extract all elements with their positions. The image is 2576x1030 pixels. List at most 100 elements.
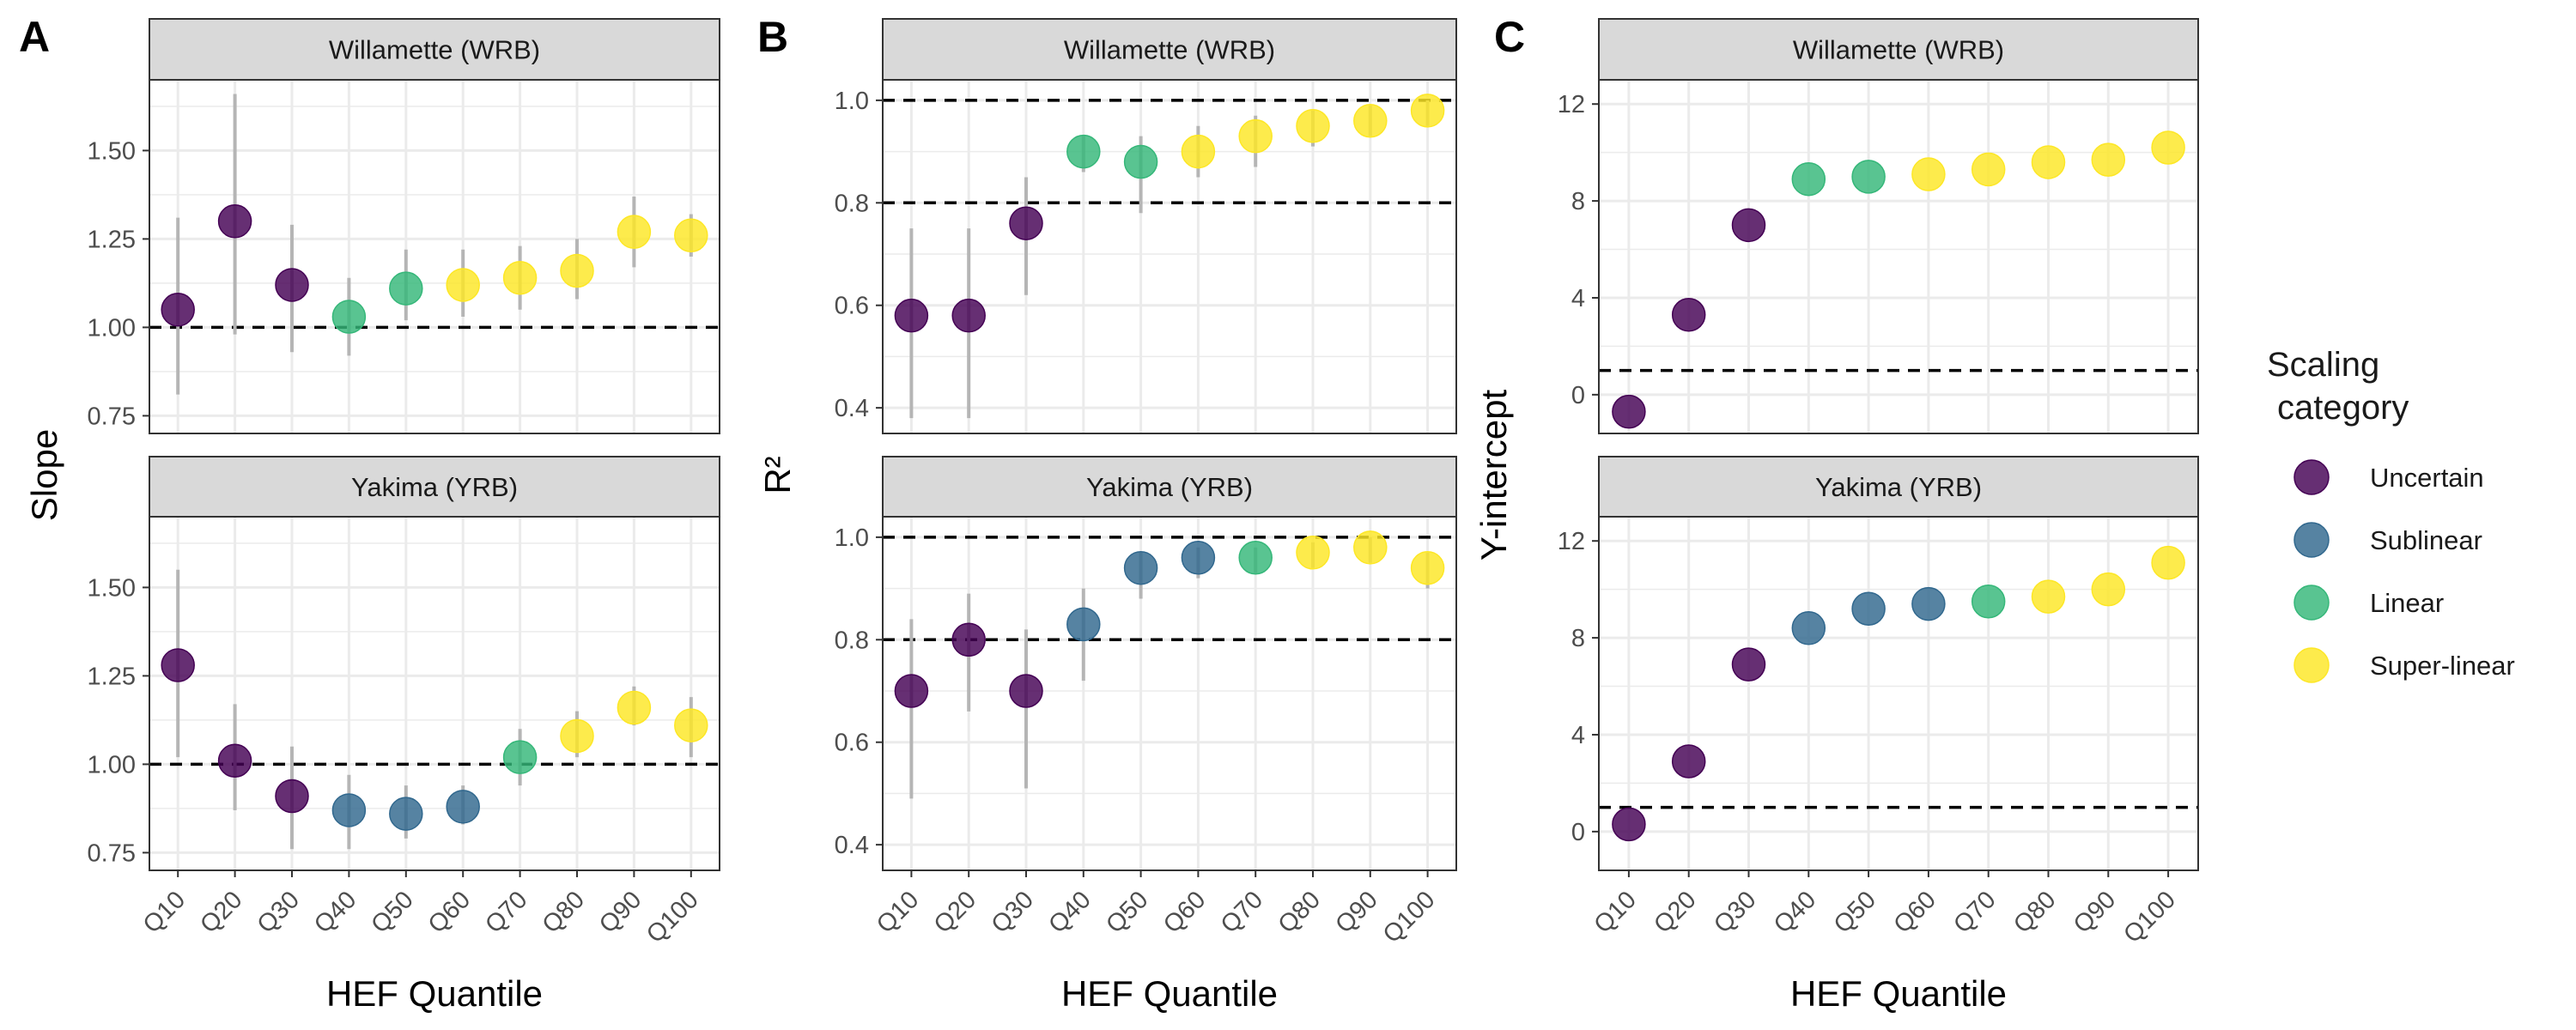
plot-background bbox=[1599, 80, 2198, 433]
plot-background bbox=[149, 80, 720, 433]
facet-strip bbox=[1598, 18, 2199, 81]
x-tick-label: Q40 bbox=[309, 886, 361, 938]
data-point-uncertain bbox=[161, 293, 195, 327]
data-point-super-linear bbox=[1410, 550, 1445, 585]
data-point-super-linear bbox=[1296, 536, 1330, 570]
x-tick-label: Q100 bbox=[641, 886, 704, 948]
legend-item: Sublinear bbox=[2293, 522, 2482, 558]
data-point-super-linear bbox=[502, 260, 538, 295]
x-tick-label: Q60 bbox=[1158, 886, 1211, 938]
data-point-super-linear bbox=[560, 718, 594, 754]
y-tick-label: 1.50 bbox=[88, 574, 136, 602]
data-point-sublinear bbox=[331, 793, 367, 827]
facet-strip-title: Willamette (WRB) bbox=[1793, 35, 2004, 65]
y-axis-title: R² bbox=[757, 456, 798, 494]
facet-willamette: Willamette (WRB) 0 4 8 12 bbox=[1558, 18, 2199, 434]
data-point-super-linear bbox=[2091, 142, 2126, 177]
data-point-linear bbox=[1851, 160, 1886, 194]
facet-strip bbox=[1598, 456, 2199, 518]
data-point-super-linear bbox=[2031, 145, 2066, 179]
x-tick-label: Q80 bbox=[1273, 886, 1326, 938]
data-point-super-linear bbox=[1353, 530, 1388, 565]
data-point-uncertain bbox=[1671, 297, 1706, 332]
facet-strip-title: Yakima (YRB) bbox=[1086, 472, 1253, 502]
x-tick-label: Q20 bbox=[929, 886, 981, 938]
x-tick-label: Q50 bbox=[366, 886, 418, 938]
data-point-linear bbox=[1791, 161, 1826, 197]
y-tick-label: 4 bbox=[1571, 285, 1585, 312]
panel-border bbox=[149, 79, 720, 434]
data-point-super-linear bbox=[446, 268, 480, 302]
legend-label: Uncertain bbox=[2370, 463, 2484, 493]
data-point-uncertain bbox=[1612, 394, 1646, 429]
x-tick-label: Q100 bbox=[2118, 886, 2181, 948]
facet-strip bbox=[149, 18, 720, 81]
y-tick-label: 0.8 bbox=[835, 190, 869, 217]
y-tick-label: 1.25 bbox=[88, 663, 136, 690]
plot-background bbox=[1599, 517, 2198, 870]
panel-label: B bbox=[757, 13, 788, 61]
data-point-uncertain bbox=[275, 268, 309, 302]
x-tick-label: Q30 bbox=[1709, 886, 1761, 938]
x-tick-label: Q90 bbox=[2069, 886, 2121, 938]
y-tick-label: 12 bbox=[1558, 528, 1585, 555]
y-tick-label: 1.0 bbox=[835, 524, 869, 552]
y-tick-label: 0.4 bbox=[835, 395, 869, 422]
x-tick-label: Q70 bbox=[1948, 886, 2001, 938]
data-point-uncertain bbox=[951, 622, 986, 657]
panel-border bbox=[1598, 516, 2199, 871]
y-axis-title: Y-intercept bbox=[1473, 390, 1514, 561]
x-tick-label: Q10 bbox=[138, 886, 191, 938]
data-point-uncertain bbox=[161, 648, 195, 682]
y-tick-label: 0.6 bbox=[835, 730, 869, 757]
x-tick-label: Q90 bbox=[594, 886, 647, 938]
x-tick-label: Q100 bbox=[1378, 886, 1441, 948]
facet-willamette: Willamette (WRB) 0.75 1.00 1.25 1.50 bbox=[88, 18, 720, 434]
x-axis-title: HEF Quantile bbox=[1061, 973, 1278, 1014]
x-tick-label: Q30 bbox=[987, 886, 1039, 938]
panel-border bbox=[882, 79, 1457, 434]
legend-items: Uncertain Sublinear Linear Super-linear bbox=[2293, 459, 2515, 683]
legend-label: Super-linear bbox=[2370, 651, 2515, 681]
legend-title-line1: Scaling bbox=[2267, 346, 2379, 384]
plot-background bbox=[883, 80, 1456, 433]
data-point-uncertain bbox=[951, 298, 986, 333]
legend-item: Super-linear bbox=[2293, 647, 2515, 683]
data-point-super-linear bbox=[1296, 108, 1330, 143]
plot-background bbox=[149, 517, 720, 870]
data-point-uncertain bbox=[894, 674, 929, 708]
y-tick-label: 0.75 bbox=[88, 403, 136, 430]
panel-border bbox=[149, 516, 720, 871]
data-point-super-linear bbox=[1971, 152, 2006, 187]
x-tick-label: Q10 bbox=[1589, 886, 1641, 938]
y-tick-label: 1.0 bbox=[835, 88, 869, 115]
x-tick-label: Q90 bbox=[1330, 886, 1382, 938]
data-point-super-linear bbox=[2091, 572, 2126, 607]
y-tick-label: 1.50 bbox=[88, 137, 136, 165]
data-point-sublinear bbox=[446, 790, 480, 824]
data-point-linear bbox=[331, 300, 367, 334]
facet-strip-title: Willamette (WRB) bbox=[1064, 35, 1275, 65]
x-tick-label: Q10 bbox=[872, 886, 924, 938]
data-point-sublinear bbox=[1181, 541, 1216, 575]
data-point-uncertain bbox=[1009, 674, 1043, 708]
data-point-uncertain bbox=[1009, 206, 1043, 240]
y-tick-label: 0 bbox=[1571, 819, 1585, 846]
y-tick-label: 8 bbox=[1571, 625, 1585, 652]
x-tick-label: Q50 bbox=[1101, 886, 1153, 938]
panel-border bbox=[1598, 79, 2199, 434]
data-point-super-linear bbox=[617, 690, 652, 725]
x-tick-label: Q40 bbox=[1769, 886, 1821, 938]
x-tick-label: Q60 bbox=[1888, 886, 1941, 938]
legend-item: Uncertain bbox=[2293, 459, 2484, 495]
data-point-super-linear bbox=[2151, 130, 2185, 165]
y-tick-label: 0 bbox=[1571, 382, 1585, 409]
data-point-linear bbox=[502, 740, 538, 774]
y-tick-label: 1.25 bbox=[88, 226, 136, 253]
x-tick-label: Q20 bbox=[195, 886, 247, 938]
facet-willamette: Willamette (WRB) 0.4 0.6 0.8 1.0 bbox=[835, 18, 1457, 434]
facet-strip bbox=[149, 456, 720, 518]
x-axis-title: HEF Quantile bbox=[1790, 973, 2007, 1014]
data-point-uncertain bbox=[275, 779, 309, 814]
